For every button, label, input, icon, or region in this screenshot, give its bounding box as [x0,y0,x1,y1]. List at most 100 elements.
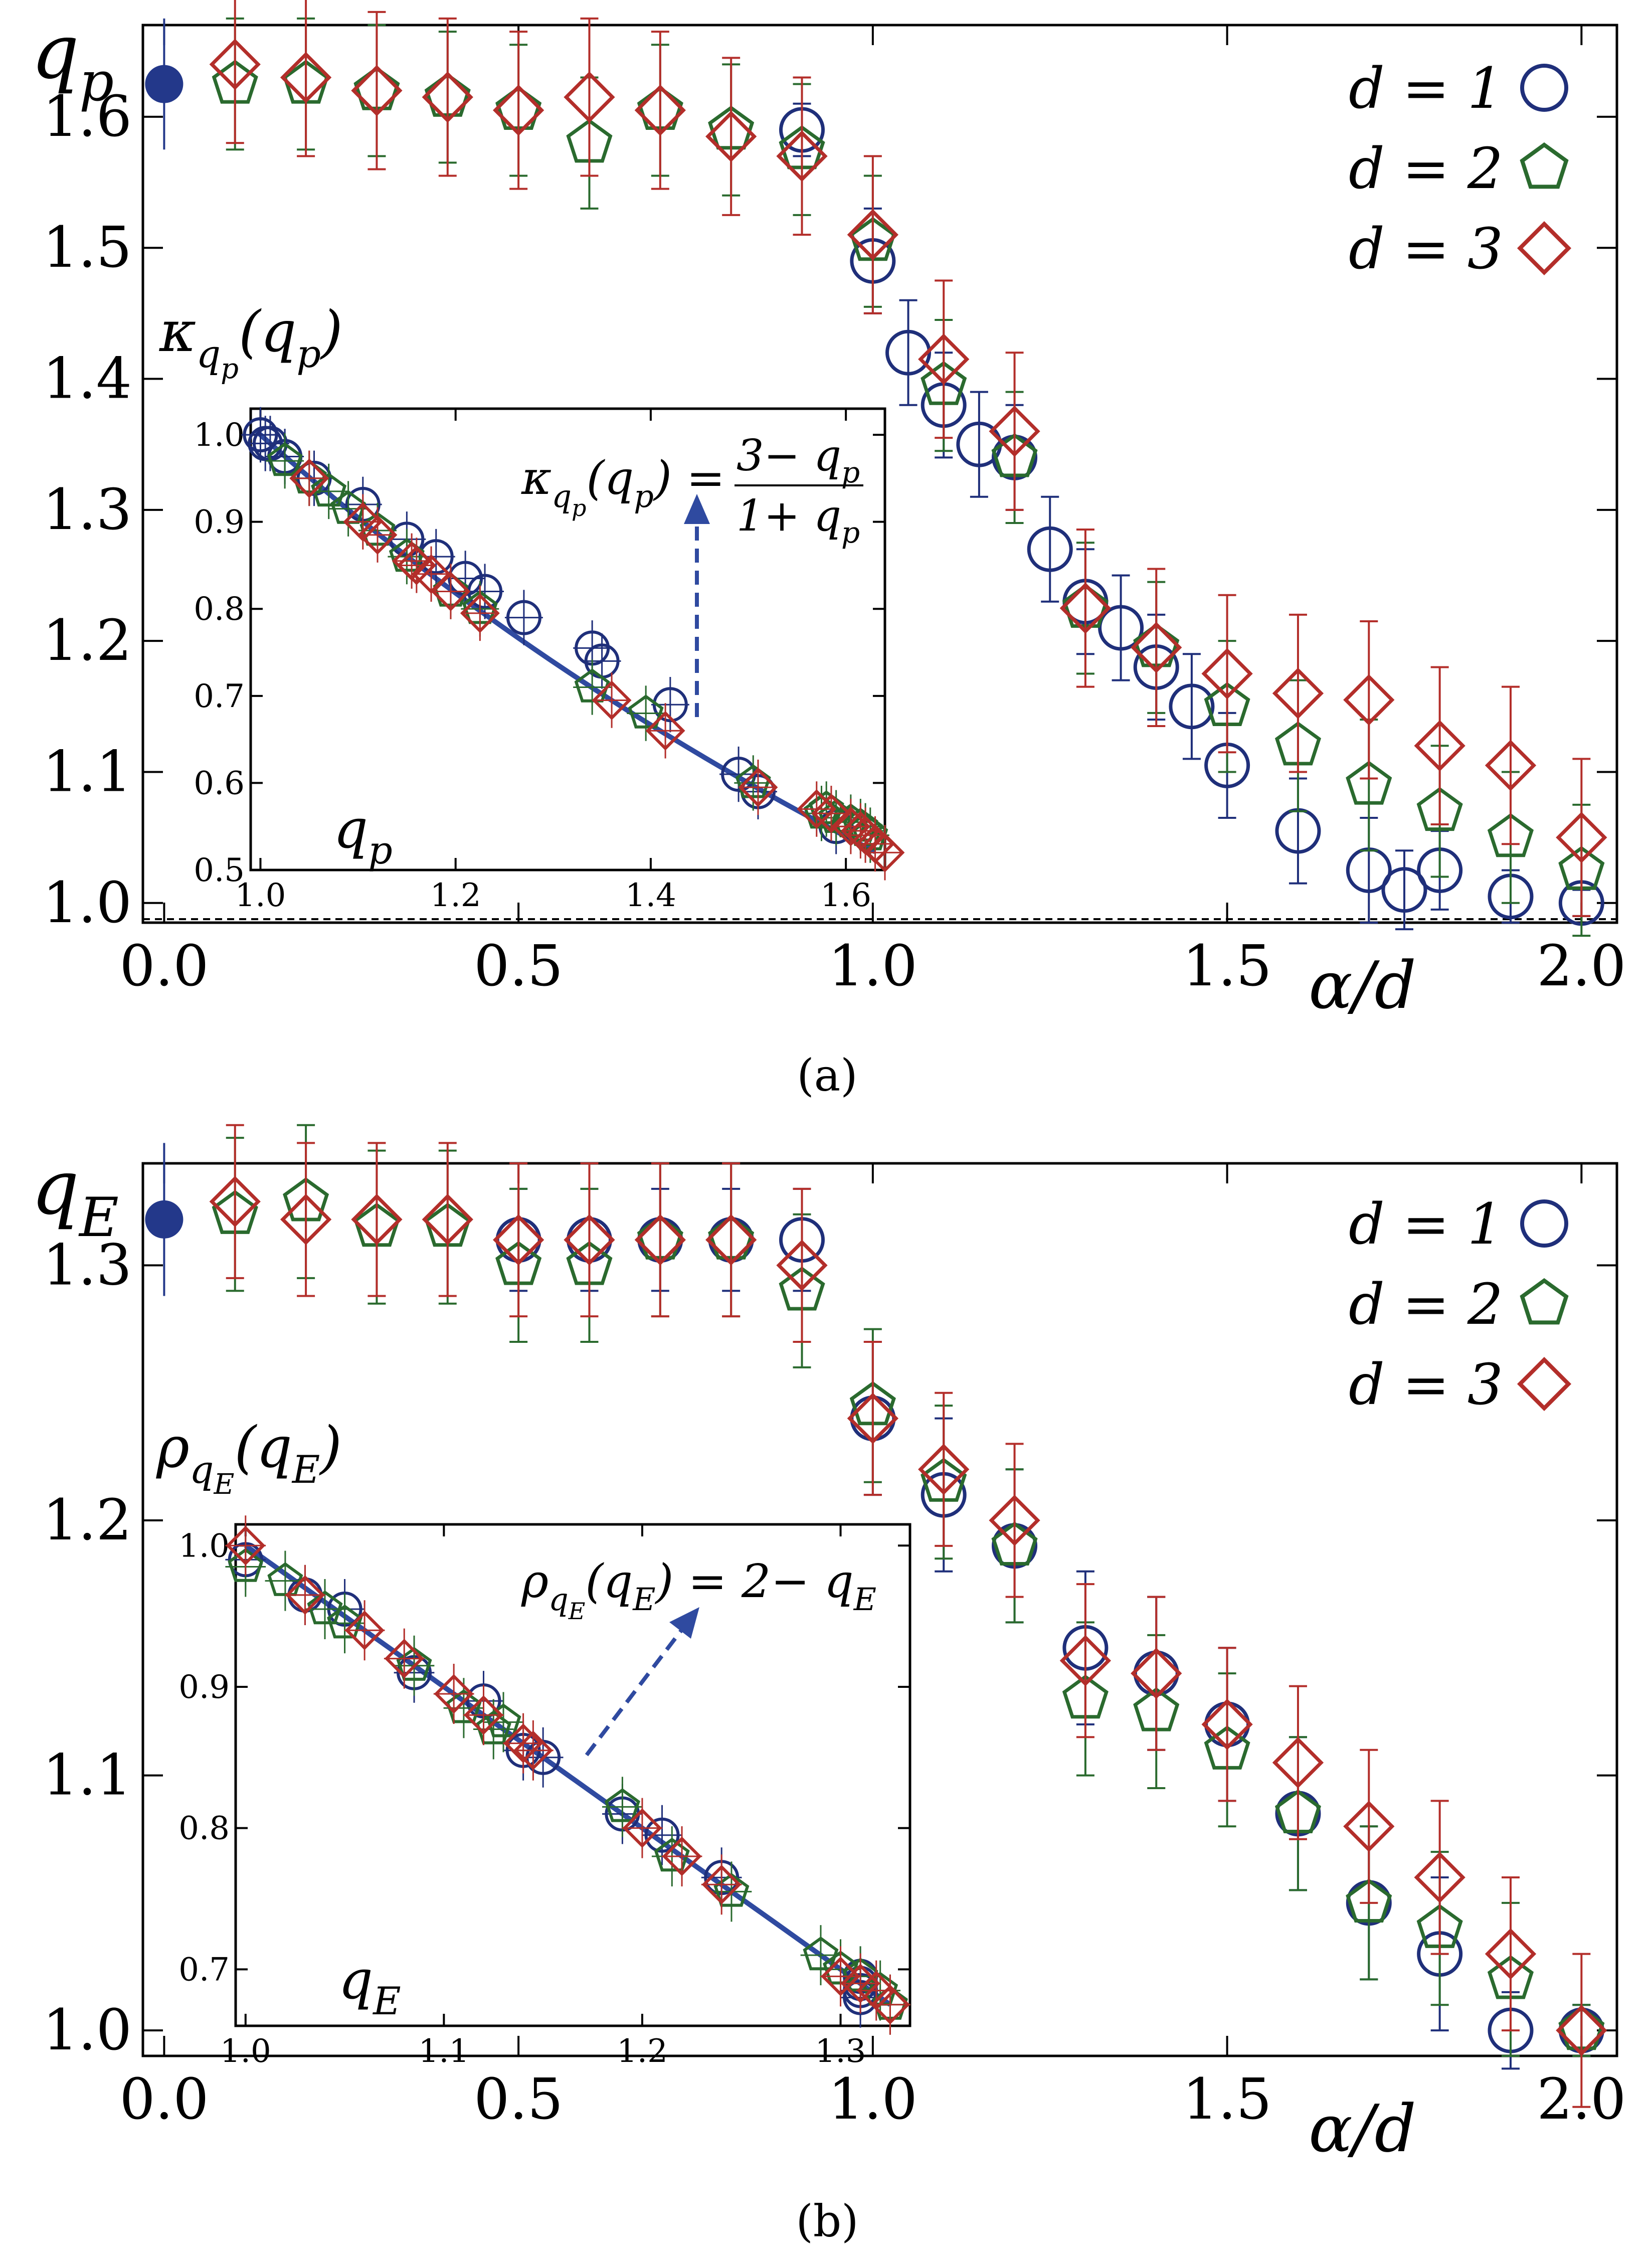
legend-marker-circle [1520,1199,1568,1248]
inset-data-point-pentagon [327,1604,363,1639]
inset-y-tick-label: 0.9 [194,504,245,541]
legend-label: d = 1 [1349,56,1503,121]
panel-a-inset-x-label: qp [333,798,393,873]
inset-data-point-circle [248,426,283,461]
data-point-diamond [705,1214,757,1266]
inset-data-point-pentagon [604,1788,640,1822]
y-tick-label: 1.1 [43,739,132,804]
data-point-diamond [209,39,261,90]
inset-data-point-diamond [797,789,837,829]
inset-data-point-diamond [464,1695,503,1735]
x-tick-label: 0.5 [474,934,563,999]
data-point-diamond [1272,667,1324,719]
inset-data-point-diamond [701,1864,742,1904]
inset-y-tick-label: 0.8 [194,591,245,628]
data-point-diamond [776,1240,828,1291]
inset-data-point-diamond [434,1674,474,1714]
data-point-diamond [1556,2004,1607,2056]
legend-marker-circle [1520,64,1568,112]
inset-data-point-diamond [821,1956,860,1996]
inset-data-point-diamond [831,806,871,846]
inset-x-tick-label: 1.0 [235,877,286,914]
inset-data-point-diamond [662,1836,702,1876]
inset-data-point-diamond [840,811,880,851]
inset-data-point-diamond [344,1610,385,1650]
data-point-diamond [492,1214,544,1266]
panel-b-inset-frame [234,1523,911,2027]
panel-b-inset-formula: ρqE(qE) = 2− qE [521,1554,876,1625]
panel-b-legend: d = 1 d = 2 d = 3 [1349,1192,1572,1418]
legend-label: d = 1 [1349,1192,1503,1257]
legend-marker-pentagon [1520,1278,1569,1325]
filled-data-point [145,65,183,103]
inset-x-tick-label: 1.0 [220,2033,271,2070]
inset-data-point-pentagon [654,1837,690,1872]
panel-b-x-axis-label: α/d [1309,2091,1416,2167]
inset-x-tick-label: 1.2 [617,2033,668,2070]
inset-data-point-diamond [289,458,329,498]
x-tick-label: 0.0 [119,934,209,999]
inset-data-point-pentagon [574,668,610,703]
inset-data-point-diamond [622,1808,662,1848]
panel-a-formula-arrow [684,494,710,717]
inset-data-point-diamond [343,502,383,542]
data-point-circle [1027,526,1073,572]
data-point-diamond [1131,622,1182,673]
inset-data-point-circle [506,600,541,635]
data-point-diamond [634,1214,686,1266]
legend-marker-pentagon [1520,142,1569,189]
data-point-circle [1381,867,1427,913]
inset-data-point-diamond [513,1730,553,1771]
data-point-diamond [1485,740,1537,791]
inset-data-point-diamond [226,1525,266,1565]
data-point-diamond [776,130,828,182]
inset-data-point-pentagon [267,442,303,476]
inset-data-point-circle [652,687,688,723]
data-point-diamond [705,110,757,162]
data-point-diamond [989,405,1040,457]
legend-label: d = 2 [1349,136,1503,202]
inset-x-tick-label: 1.1 [418,2033,469,2070]
data-point-diamond [1485,1928,1537,1980]
inset-data-point-diamond [357,515,398,555]
inset-data-point-pentagon [228,1548,264,1582]
x-tick-label: 0.0 [119,2067,209,2132]
inset-x-tick-label: 1.3 [815,2033,866,2070]
inset-y-tick-label: 1.0 [194,417,245,454]
y-tick-label: 1.5 [43,215,132,280]
inset-x-tick-label: 1.2 [430,877,481,914]
x-tick-label: 0.5 [474,2067,563,2132]
inset-y-tick-label: 0.9 [178,1669,230,1706]
inset-data-point-diamond [460,593,500,633]
legend-label: d = 3 [1349,1352,1503,1418]
y-tick-label: 1.0 [43,871,132,936]
data-point-diamond [1343,674,1395,726]
inset-data-point-pentagon [803,794,840,829]
inset-data-point-diamond [285,1575,325,1615]
data-point-diamond [492,84,544,136]
data-point-diamond [1201,1698,1253,1751]
data-point-diamond [1059,582,1112,634]
data-point-diamond [280,1193,332,1246]
panel-b: 1.01.11.21.3 0.0 0.5 1.0 1.5 2.0 d = 1d = 2d… [31,1124,1626,2247]
svg-text:3− qp: 3− qp [737,431,860,489]
data-point-diamond [634,84,686,136]
y-tick-label: 1.0 [43,1998,132,2063]
panel-b-caption: (b) [796,2195,859,2247]
x-tick-label: 1.5 [1183,2067,1272,2132]
data-point-diamond [422,71,473,123]
panel-a-inset-y-label: κqp(qp) [159,299,343,385]
data-point-diamond [1201,648,1253,700]
y-tick-label: 1.1 [43,1743,132,1808]
data-point-diamond [918,1444,970,1495]
inset-data-point-diamond [855,824,895,864]
panel-b-inset-x-label: qE [338,1949,401,2023]
data-point-diamond [1556,811,1607,863]
data-point-diamond [1414,720,1465,772]
data-point-diamond [989,1494,1040,1546]
x-tick-label: 1.0 [828,934,917,999]
legend-marker-diamond [1517,221,1572,276]
y-tick-label: 1.4 [43,346,132,412]
data-point-diamond [422,1193,473,1246]
